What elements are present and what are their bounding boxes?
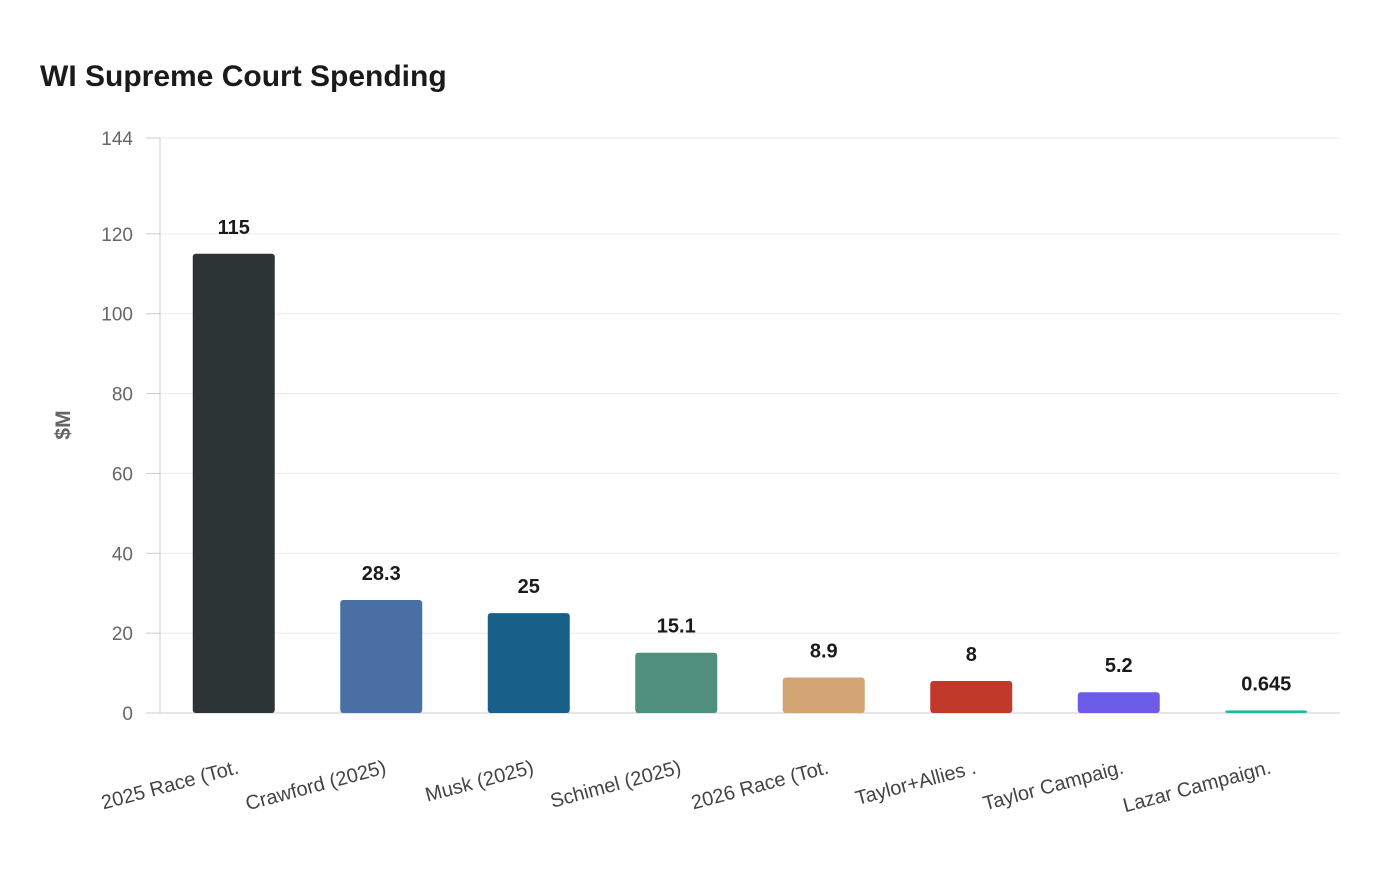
bar [1077,692,1160,713]
bar [930,681,1013,713]
data-label: 0.645 [1241,673,1291,695]
data-label: 5.2 [1105,655,1133,677]
data-label: 28.3 [362,563,401,585]
y-axis-label: $M [52,410,75,439]
y-tick-label: 144 [101,129,133,150]
y-tick-label: 120 [101,225,133,246]
y-tick-label: 20 [112,624,133,645]
bar [487,613,570,713]
bar [192,253,275,713]
data-label: 25 [518,576,540,598]
x-tick-label: 2026 Race (Tot. [689,757,831,815]
x-tick-label: Lazar Campaign. [1121,757,1274,818]
bar [1225,710,1308,713]
bar [782,677,865,713]
data-label: 8.9 [810,640,838,662]
y-tick-label: 0 [122,704,133,725]
x-tick-label: Crawford (2025) [243,757,388,816]
x-tick-label: Schimel (2025) [548,757,684,813]
y-tick-label: 60 [112,464,133,485]
y-tick-label: 100 [101,305,133,326]
data-label: 115 [218,217,250,239]
y-tick-label: 80 [112,385,133,406]
x-tick-label: 2025 Race (Tot. [99,757,241,815]
y-tick-label: 40 [112,544,133,565]
x-tick-label: Taylor+Allies . [853,757,978,810]
data-label: 15.1 [657,616,696,638]
data-label: 8 [966,644,977,666]
bar [635,652,718,713]
bar [340,599,423,713]
x-tick-label: Taylor Campaig. [981,757,1126,816]
chart-title: WI Supreme Court Spending [40,60,447,93]
x-tick-label: Musk (2025) [423,757,536,807]
